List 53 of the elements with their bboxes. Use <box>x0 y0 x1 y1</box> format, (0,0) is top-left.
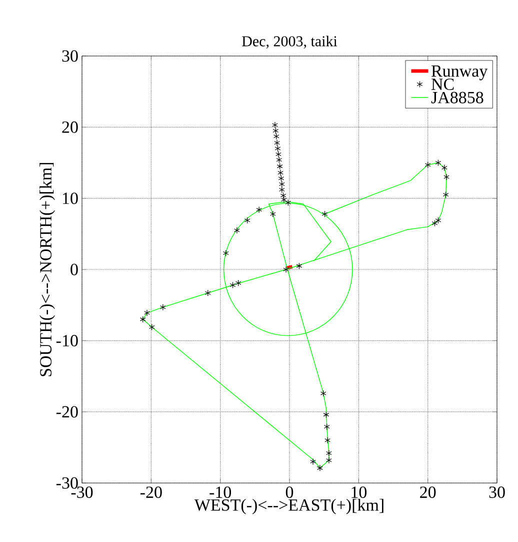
y-axis-title: SOUTH(-)<-->NORTH(+)[km] <box>40 162 55 376</box>
point <box>244 217 250 224</box>
point <box>204 290 211 296</box>
x-tick-label: 30 <box>489 486 505 498</box>
point <box>296 262 302 270</box>
point <box>235 280 242 286</box>
point <box>256 206 262 214</box>
point <box>234 227 240 234</box>
point <box>324 423 330 430</box>
y-tick-label: -20 <box>56 406 78 418</box>
y-tick-label: 20 <box>62 121 78 133</box>
x-tick-label: -10 <box>210 486 232 498</box>
y-tick-label: 0 <box>70 264 78 276</box>
chart-title: Dec, 2003, taiki <box>242 36 338 49</box>
point <box>444 174 450 180</box>
x-tick-label: -30 <box>71 486 93 498</box>
point <box>285 199 292 206</box>
point <box>442 164 448 172</box>
x-tick-label: 10 <box>352 486 367 498</box>
point <box>435 217 442 224</box>
point <box>222 250 229 256</box>
y-tick-label: -10 <box>56 334 78 346</box>
x-axis-title: WEST(-)<-->EAST(+)[km] <box>194 498 384 514</box>
point <box>326 456 332 464</box>
point <box>270 210 276 218</box>
point <box>283 266 289 273</box>
point <box>322 210 328 218</box>
y-tick-label: -30 <box>56 477 78 489</box>
y-tick-label: 30 <box>62 50 78 62</box>
point <box>432 220 438 227</box>
point <box>144 310 150 316</box>
x-tick-label: 0 <box>286 486 294 498</box>
point <box>324 437 330 444</box>
point <box>230 282 236 288</box>
point <box>320 390 326 397</box>
point <box>317 464 323 472</box>
point <box>160 304 166 311</box>
x-tick-label: 20 <box>420 486 436 498</box>
point <box>223 202 353 336</box>
legend-label: Runway <box>431 65 488 80</box>
point <box>326 450 332 456</box>
point <box>323 411 330 418</box>
x-tick-label: -20 <box>140 486 162 498</box>
point <box>310 458 316 465</box>
legend-label: NC <box>431 78 454 90</box>
point <box>424 162 431 168</box>
point <box>442 191 449 198</box>
point <box>148 324 155 330</box>
point <box>435 159 442 166</box>
legend-label: JA8858 <box>431 92 484 104</box>
point <box>276 163 283 170</box>
point <box>140 316 146 323</box>
y-tick-label: 10 <box>62 192 78 204</box>
